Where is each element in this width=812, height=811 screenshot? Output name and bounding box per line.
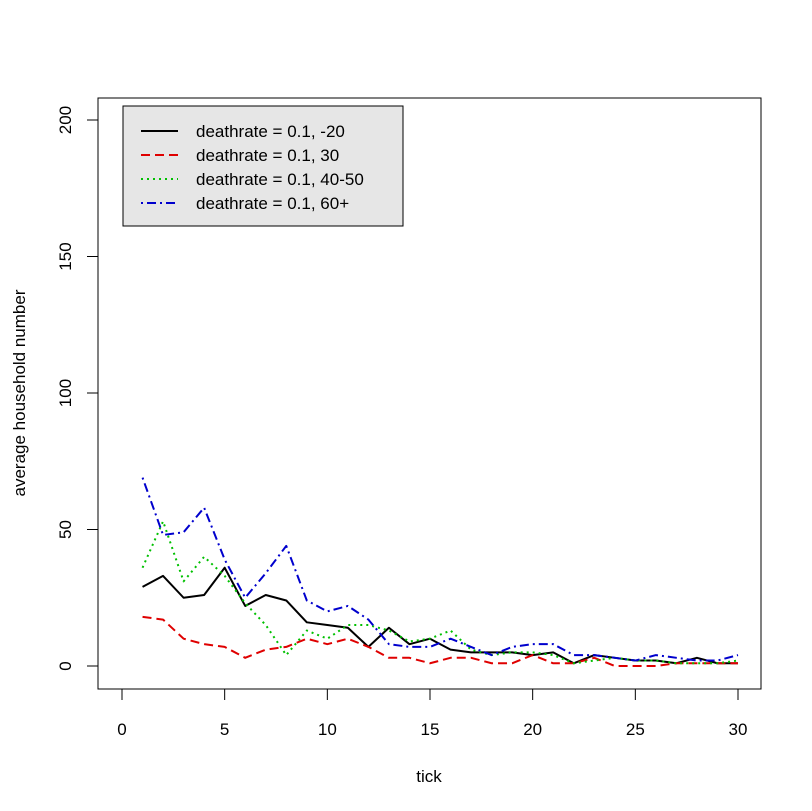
y-tick-label: 0 bbox=[56, 661, 75, 670]
legend-label-4: deathrate = 0.1, 60+ bbox=[196, 194, 349, 213]
legend-entries: deathrate = 0.1, -20 deathrate = 0.1, 30 d… bbox=[141, 122, 364, 213]
legend: deathrate = 0.1, -20 deathrate = 0.1, 30 d… bbox=[122, 105, 404, 227]
y-axis: 0 50 100 150 200 bbox=[56, 106, 99, 671]
x-axis: 0 5 10 15 20 25 30 bbox=[117, 688, 748, 739]
x-axis-title: tick bbox=[416, 767, 442, 786]
x-tick-label: 5 bbox=[220, 720, 229, 739]
x-tick-label: 15 bbox=[421, 720, 440, 739]
series-line-3 bbox=[141, 520, 739, 665]
x-tick-label: 0 bbox=[117, 720, 126, 739]
x-tick-label: 20 bbox=[523, 720, 542, 739]
y-tick-label: 50 bbox=[56, 520, 75, 539]
legend-box bbox=[122, 105, 404, 227]
x-tick-label: 30 bbox=[729, 720, 748, 739]
y-axis-title: average household number bbox=[10, 289, 29, 496]
legend-label-3: deathrate = 0.1, 40-50 bbox=[196, 170, 364, 189]
legend-label-2: deathrate = 0.1, 30 bbox=[196, 146, 339, 165]
series-line-2 bbox=[142, 615, 738, 667]
x-tick-label: 25 bbox=[626, 720, 645, 739]
series-line-4 bbox=[141, 477, 739, 662]
legend-label-1: deathrate = 0.1, -20 bbox=[196, 122, 345, 141]
y-tick-label: 150 bbox=[56, 242, 75, 270]
y-tick-label: 100 bbox=[56, 379, 75, 407]
y-tick-label: 200 bbox=[56, 106, 75, 134]
x-tick-label: 10 bbox=[318, 720, 337, 739]
series-layer bbox=[141, 477, 739, 667]
series-line-1 bbox=[142, 566, 738, 665]
